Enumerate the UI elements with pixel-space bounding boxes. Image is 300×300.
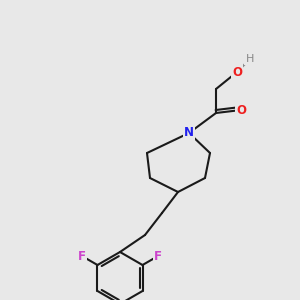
Text: H: H bbox=[246, 54, 254, 64]
Text: N: N bbox=[184, 127, 194, 140]
Text: F: F bbox=[154, 250, 162, 262]
Text: O: O bbox=[236, 103, 246, 116]
Text: O: O bbox=[232, 65, 242, 79]
Text: F: F bbox=[78, 250, 86, 262]
